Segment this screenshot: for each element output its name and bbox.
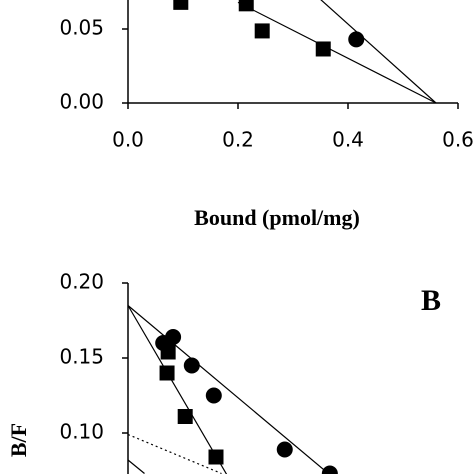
square-point bbox=[238, 0, 254, 12]
y-tick-label: 0.15 bbox=[59, 345, 104, 369]
fit-line bbox=[127, 433, 222, 474]
square-point bbox=[159, 365, 175, 381]
square-point bbox=[160, 344, 176, 360]
square-point bbox=[173, 0, 189, 10]
panel-label: B bbox=[421, 284, 441, 317]
circle-point bbox=[276, 441, 293, 458]
x-tick-label: 0.6 bbox=[442, 128, 474, 152]
circle-point bbox=[348, 31, 365, 48]
y-tick-label: 0.20 bbox=[59, 270, 104, 294]
fit-line bbox=[127, 459, 145, 474]
circle-point bbox=[321, 465, 338, 474]
square-point bbox=[254, 23, 270, 39]
square-point bbox=[315, 41, 331, 57]
y-axis-label: B/F bbox=[6, 423, 31, 457]
x-axis-label: Bound (pmol/mg) bbox=[194, 205, 360, 230]
y-tick-label: 0.10 bbox=[59, 420, 104, 444]
fit-line bbox=[237, 1, 437, 104]
square-point bbox=[208, 449, 224, 465]
x-tick-label: 0.2 bbox=[222, 128, 254, 152]
y-tick-label: 0.00 bbox=[59, 90, 104, 114]
fit-line bbox=[127, 305, 228, 474]
y-tick-label: 0.05 bbox=[59, 16, 104, 40]
circle-point bbox=[205, 387, 222, 404]
circle-point bbox=[183, 357, 200, 374]
x-tick-label: 0.0 bbox=[112, 128, 144, 152]
circle-point bbox=[165, 329, 182, 345]
square-point bbox=[177, 409, 193, 424]
fit-line bbox=[320, 0, 437, 104]
x-tick-label: 0.4 bbox=[332, 128, 364, 152]
